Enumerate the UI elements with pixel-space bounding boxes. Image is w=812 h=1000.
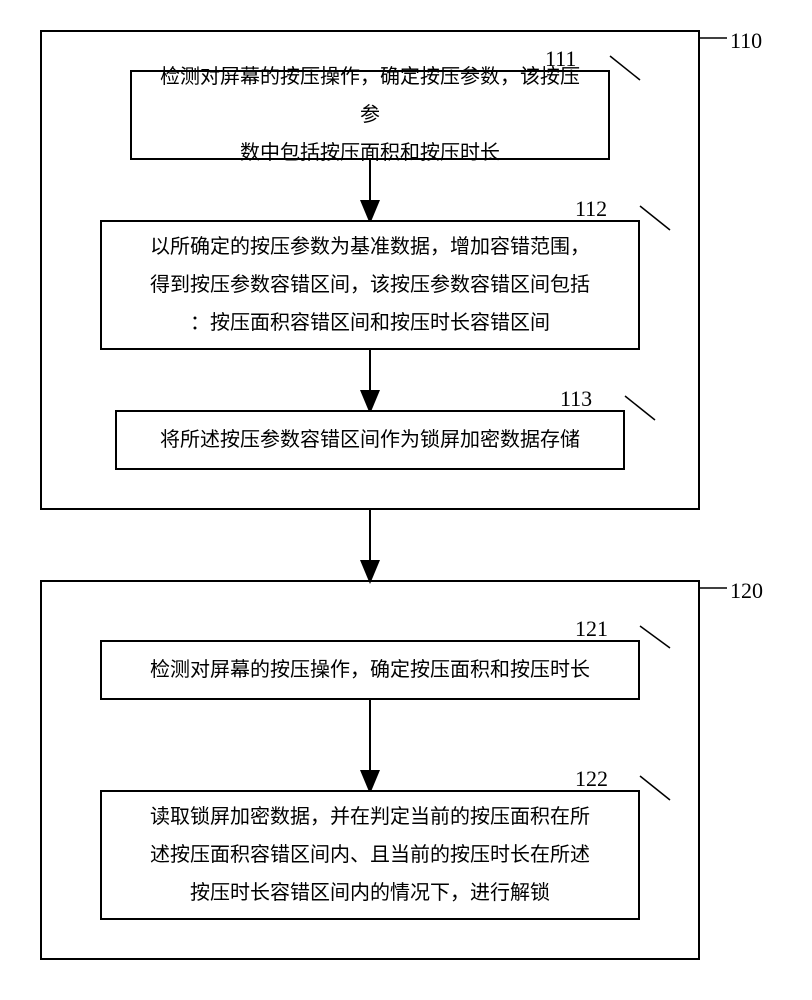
step-label-121: 121 <box>575 616 608 642</box>
step-box-121: 检测对屏幕的按压操作，确定按压面积和按压时长 <box>100 640 640 700</box>
step-label-113: 113 <box>560 386 592 412</box>
step-text-111: 检测对屏幕的按压操作，确定按压参数，该按压参 数中包括按压面积和按压时长 <box>152 58 588 172</box>
step-label-112: 112 <box>575 196 607 222</box>
group-label-120: 120 <box>730 578 763 604</box>
step-box-122: 读取锁屏加密数据，并在判定当前的按压面积在所 述按压面积容错区间内、且当前的按压… <box>100 790 640 920</box>
step-box-111: 检测对屏幕的按压操作，确定按压参数，该按压参 数中包括按压面积和按压时长 <box>130 70 610 160</box>
step-label-122: 122 <box>575 766 608 792</box>
group-label-110: 110 <box>730 28 762 54</box>
step-box-113: 将所述按压参数容错区间作为锁屏加密数据存储 <box>115 410 625 470</box>
step-text-122: 读取锁屏加密数据，并在判定当前的按压面积在所 述按压面积容错区间内、且当前的按压… <box>150 798 590 912</box>
step-box-112: 以所确定的按压参数为基准数据，增加容错范围， 得到按压参数容错区间，该按压参数容… <box>100 220 640 350</box>
step-text-112: 以所确定的按压参数为基准数据，增加容错范围， 得到按压参数容错区间，该按压参数容… <box>150 228 590 342</box>
step-text-113: 将所述按压参数容错区间作为锁屏加密数据存储 <box>160 421 580 459</box>
step-label-111: 111 <box>545 46 576 72</box>
step-text-121: 检测对屏幕的按压操作，确定按压面积和按压时长 <box>150 651 590 689</box>
flowchart-canvas: 110 120 检测对屏幕的按压操作，确定按压参数，该按压参 数中包括按压面积和按压… <box>0 0 812 1000</box>
